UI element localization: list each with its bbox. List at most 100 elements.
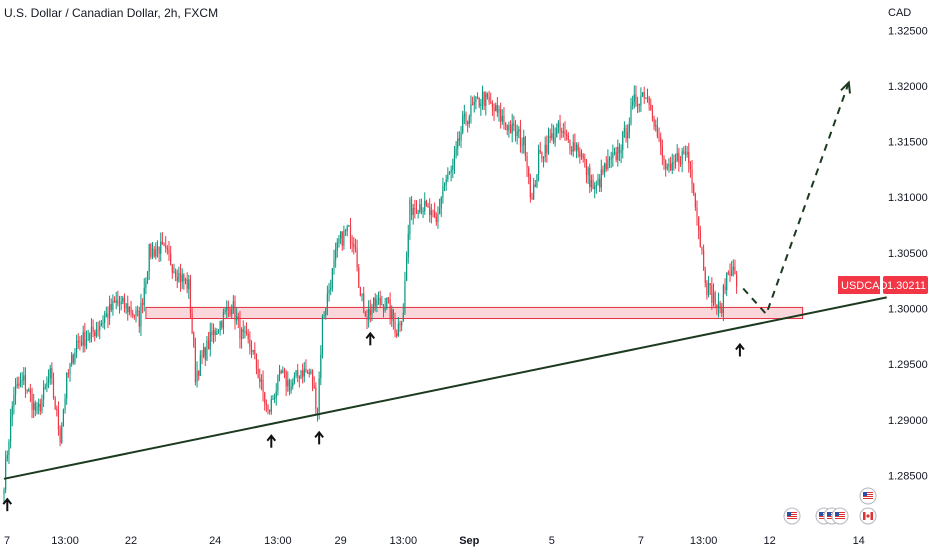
candle-body	[481, 91, 484, 104]
candles-layer	[3, 85, 738, 503]
candle	[178, 266, 180, 283]
candle	[392, 308, 394, 330]
candle-body	[455, 148, 457, 156]
candle	[460, 126, 462, 148]
candle-body	[151, 248, 154, 257]
candle-body	[14, 385, 17, 396]
candle-body	[278, 370, 281, 376]
bounce-arrow-head	[266, 434, 277, 442]
candle-body	[524, 136, 526, 157]
candle	[386, 297, 388, 310]
candle	[74, 348, 76, 365]
flag-stripe	[835, 518, 845, 519]
candle	[463, 104, 465, 125]
flag-stripe	[863, 498, 873, 499]
candle	[285, 369, 287, 396]
candle-body	[620, 150, 622, 154]
flag-stripe	[863, 494, 873, 495]
candle-body	[307, 372, 309, 374]
candle	[729, 263, 731, 282]
candle	[684, 145, 687, 162]
x-tick-label: Sep	[459, 535, 479, 547]
candle	[567, 132, 569, 143]
candle	[14, 378, 17, 405]
candle-body	[288, 380, 291, 392]
candle-body	[249, 339, 251, 348]
candle-body	[686, 151, 688, 155]
candle-body	[594, 186, 596, 190]
candle	[318, 371, 320, 420]
candle	[696, 200, 698, 226]
chart-title: U.S. Dollar / Canadian Dollar, 2h, FXCM	[4, 6, 219, 20]
bounce-arrow-icon	[266, 434, 277, 448]
y-tick-label: 1.30000	[888, 304, 928, 316]
candle	[514, 120, 517, 142]
support-zone	[145, 306, 804, 320]
candle	[498, 105, 500, 122]
candle-body	[325, 308, 327, 316]
candle-body	[46, 382, 48, 387]
candle	[43, 380, 45, 408]
candle	[712, 283, 715, 307]
candle-body	[425, 200, 427, 206]
bounce-arrow-icon	[365, 331, 376, 346]
candle-body	[734, 266, 736, 275]
candle-body	[189, 279, 192, 314]
candle	[688, 142, 690, 173]
candle	[490, 92, 492, 105]
candle	[637, 96, 639, 113]
candle	[331, 268, 333, 292]
candle-body	[551, 133, 553, 139]
candle	[458, 131, 460, 146]
candle	[29, 383, 31, 403]
candle	[179, 263, 182, 292]
candle-body	[351, 243, 353, 245]
candle-body	[118, 303, 121, 305]
flag-band-right	[870, 512, 873, 520]
candle	[196, 361, 198, 388]
candle-body	[500, 108, 502, 122]
candle	[249, 331, 251, 355]
candle	[450, 165, 452, 182]
candle-body	[509, 125, 512, 134]
candle	[267, 404, 269, 415]
candle	[343, 225, 345, 250]
candle-body	[731, 269, 733, 277]
candle-body	[71, 354, 73, 364]
candle	[171, 264, 173, 279]
candle-body	[599, 178, 601, 188]
candle-body	[300, 370, 302, 379]
candle	[467, 120, 469, 133]
candle-body	[143, 287, 145, 305]
candle-body	[711, 285, 713, 303]
canada-flag-icon	[859, 507, 877, 525]
candle-body	[265, 402, 267, 406]
candle	[726, 272, 728, 297]
candle	[442, 177, 444, 204]
y-tick-label: 1.31500	[888, 137, 928, 149]
candle-body	[541, 151, 543, 159]
candle-body	[476, 96, 479, 98]
candle-body	[135, 310, 137, 317]
y-tick-label: 1.29500	[888, 359, 928, 371]
candle	[270, 395, 272, 415]
candle-body	[605, 163, 607, 169]
candle-body	[331, 268, 333, 289]
candle-body	[396, 332, 398, 336]
candle	[673, 154, 675, 171]
candle	[620, 144, 622, 164]
candle-body	[480, 103, 482, 106]
candle	[6, 450, 8, 462]
candle	[384, 297, 386, 313]
candle-body	[439, 208, 441, 215]
candle	[280, 369, 282, 375]
candle	[358, 263, 360, 288]
candle-body	[193, 333, 195, 347]
candle	[432, 209, 434, 218]
candle-body	[587, 167, 589, 175]
candle	[274, 393, 276, 404]
candle-body	[264, 392, 266, 403]
candle	[52, 372, 55, 400]
candle	[214, 327, 216, 342]
